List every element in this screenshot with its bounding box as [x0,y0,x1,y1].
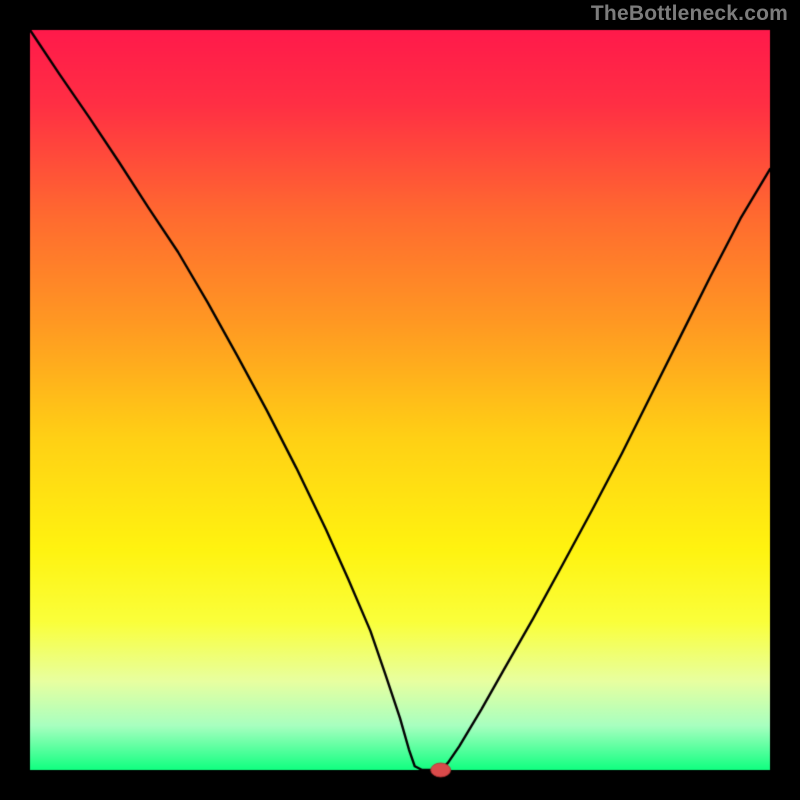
bottleneck-chart [0,0,800,800]
watermark-text: TheBottleneck.com [591,2,788,26]
